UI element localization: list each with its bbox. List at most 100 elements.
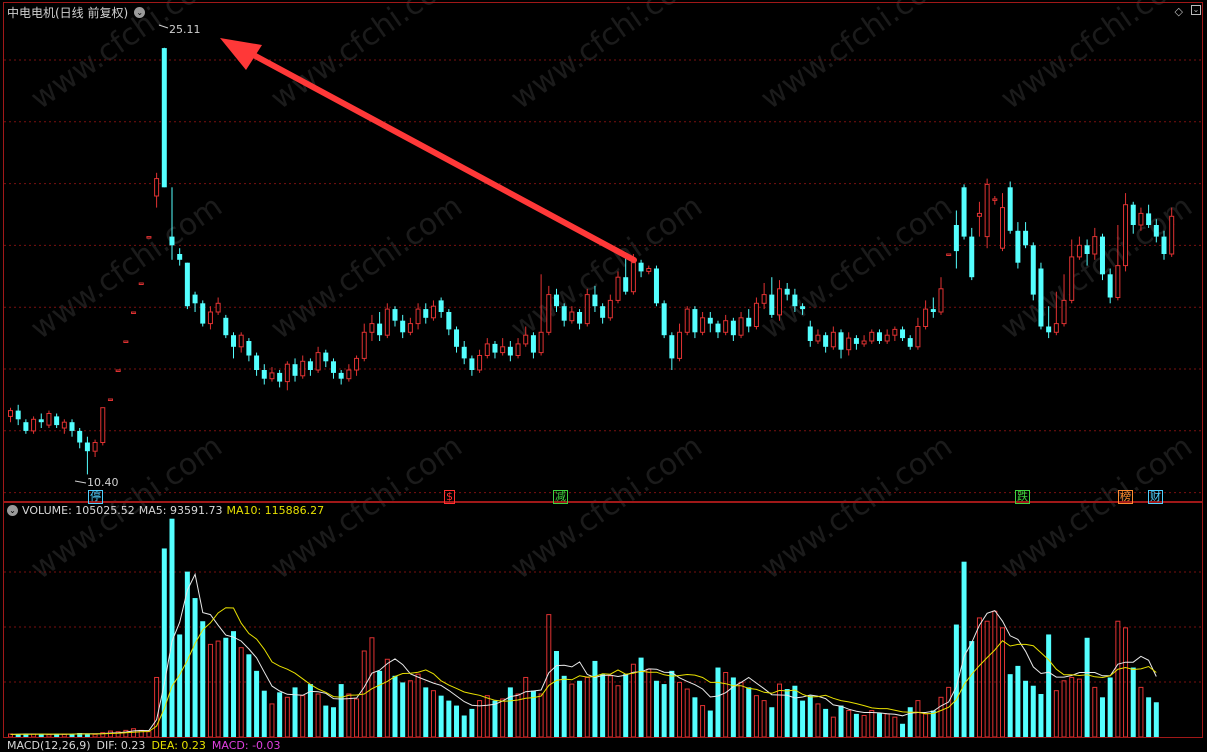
candle — [684, 306, 690, 336]
volume-panel-frame — [3, 502, 1203, 738]
candle-body — [446, 312, 452, 330]
volume-bar — [930, 710, 936, 737]
candle — [1146, 204, 1152, 228]
candle — [400, 314, 406, 339]
candle-body — [1030, 245, 1036, 295]
candle — [100, 407, 106, 446]
candle-body — [454, 329, 460, 347]
volume-bar — [684, 688, 690, 738]
candle-body — [269, 372, 275, 380]
candle — [661, 300, 667, 339]
candlestick-series — [8, 47, 1175, 475]
candle — [1000, 193, 1006, 252]
candle-body — [1007, 187, 1013, 231]
volume-bar — [869, 710, 875, 738]
low-price-label: 10.40 — [87, 476, 119, 489]
candle — [154, 172, 160, 208]
candle-body — [246, 341, 252, 356]
candle-body — [1138, 212, 1144, 226]
candle-body — [492, 343, 498, 353]
candle — [361, 323, 367, 362]
candle — [692, 306, 698, 339]
candle-body — [223, 317, 229, 336]
candle-body — [577, 312, 583, 324]
candle — [354, 355, 360, 376]
candle-body — [869, 331, 875, 342]
candle — [277, 370, 283, 388]
candle-body — [753, 302, 759, 327]
dif-value: DIF: 0.23 — [96, 739, 146, 752]
volume-value: VOLUME: 105025.52 — [22, 504, 135, 517]
candle-body — [177, 254, 183, 260]
candle-body — [892, 328, 898, 336]
signal-marker[interactable]: 减 — [553, 490, 568, 504]
candle-body — [284, 363, 290, 383]
candle — [1161, 230, 1167, 260]
candle — [107, 398, 113, 401]
candle — [123, 340, 129, 343]
collapse-icon[interactable]: ⌄ — [1191, 5, 1201, 15]
candle — [915, 317, 921, 350]
candle — [569, 306, 575, 324]
candle-body — [361, 331, 367, 359]
candle — [261, 364, 267, 385]
candle — [677, 323, 683, 362]
candle-body — [923, 308, 929, 328]
candle — [969, 227, 975, 281]
candle — [469, 355, 475, 376]
volume-bar — [38, 734, 44, 737]
candle-body — [884, 334, 890, 342]
candle — [377, 312, 383, 341]
signal-marker[interactable]: 停 — [88, 490, 103, 504]
candle-body — [461, 346, 467, 359]
volume-bar — [384, 658, 390, 738]
candle-body — [200, 303, 206, 324]
candle-body — [207, 311, 213, 325]
candle — [800, 303, 806, 315]
candle-body — [407, 323, 413, 333]
candle — [92, 439, 98, 457]
volume-bar — [446, 700, 452, 737]
candle — [461, 341, 467, 365]
candle-body — [146, 236, 152, 239]
volume-bar — [853, 713, 859, 737]
candle-body — [423, 309, 429, 318]
signal-marker[interactable]: 财 — [1148, 490, 1163, 504]
signal-marker[interactable]: 跌 — [1015, 490, 1030, 504]
signal-marker[interactable]: $ — [444, 490, 455, 504]
candle-body — [653, 268, 659, 304]
low-leader-line — [74, 480, 87, 484]
volume-bar — [407, 680, 413, 738]
volume-bar — [77, 733, 83, 737]
candle — [31, 416, 37, 434]
candle-body — [638, 262, 644, 272]
signal-marker[interactable]: 榜 — [1118, 490, 1133, 504]
candle-body — [438, 300, 444, 312]
volume-bar — [953, 624, 959, 737]
candle — [369, 314, 375, 341]
candle — [607, 294, 613, 321]
title-menu-chevron-icon[interactable]: ⌄ — [134, 7, 146, 18]
candle-body — [1061, 299, 1067, 325]
candle — [23, 419, 29, 434]
annotations: 25.11 10.40 — [74, 23, 637, 489]
volume-bar — [161, 548, 167, 737]
candle-body — [846, 337, 852, 351]
volume-bar — [915, 700, 921, 738]
volume-bar — [876, 713, 882, 737]
candle-body — [623, 277, 629, 292]
candle — [584, 288, 590, 327]
volume-menu-chevron-icon[interactable]: ⌄ — [7, 505, 18, 516]
volume-bar — [669, 670, 675, 737]
volume-bar — [1146, 697, 1152, 737]
diamond-icon[interactable]: ◇ — [1174, 5, 1183, 18]
candle-body — [354, 357, 360, 371]
candle — [207, 306, 213, 330]
candle — [131, 311, 137, 314]
candle-body — [1069, 256, 1075, 301]
candle — [923, 300, 929, 330]
candle-body — [377, 323, 383, 336]
volume-bar — [246, 654, 252, 737]
volume-bar — [938, 696, 944, 738]
candle-body — [938, 288, 944, 313]
